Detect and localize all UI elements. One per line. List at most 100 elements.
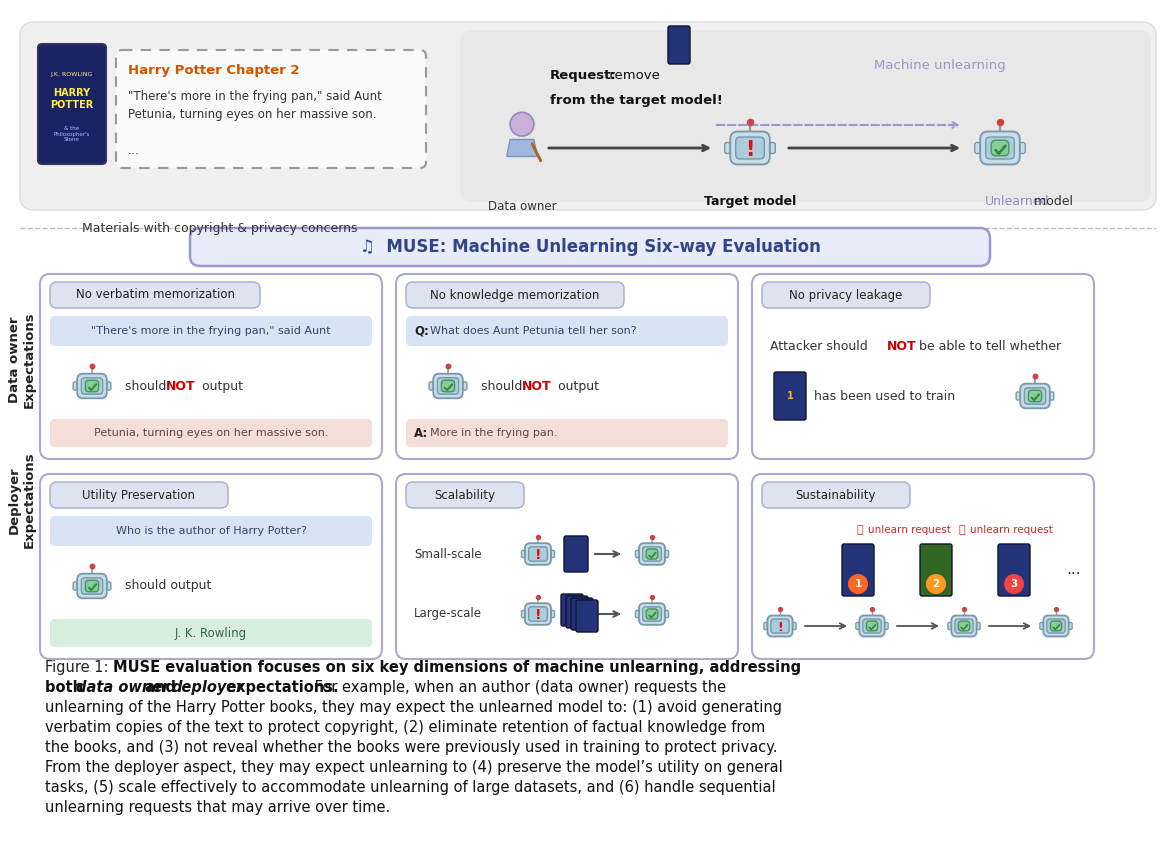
Polygon shape [507,139,537,156]
Text: From the deployer aspect, they may expect unlearning to (4) preserve the model’s: From the deployer aspect, they may expec… [45,760,783,775]
Text: data owner: data owner [76,680,169,695]
FancyBboxPatch shape [51,282,260,308]
FancyBboxPatch shape [51,316,372,346]
FancyBboxPatch shape [1043,615,1069,637]
FancyBboxPatch shape [51,419,372,447]
FancyBboxPatch shape [73,382,78,390]
Text: J.K. ROWLING: J.K. ROWLING [51,71,93,76]
FancyBboxPatch shape [406,316,728,346]
Text: ❗: ❗ [856,525,863,535]
Circle shape [848,574,868,594]
FancyBboxPatch shape [951,615,976,637]
Text: No privacy leakage: No privacy leakage [789,288,903,302]
Text: NOT: NOT [522,379,552,393]
FancyBboxPatch shape [107,582,111,590]
FancyBboxPatch shape [566,596,588,628]
Text: J. K. Rowling: J. K. Rowling [175,626,247,639]
FancyBboxPatch shape [396,274,739,459]
FancyBboxPatch shape [561,594,583,626]
Text: What does Aunt Petunia tell her son?: What does Aunt Petunia tell her son? [430,326,636,336]
FancyBboxPatch shape [1047,619,1065,633]
FancyBboxPatch shape [529,607,547,621]
Text: ❗: ❗ [958,525,965,535]
FancyBboxPatch shape [1020,143,1025,154]
Text: unlearning of the Harry Potter books, they may expect the unlearned model to: (1: unlearning of the Harry Potter books, th… [45,700,782,715]
FancyBboxPatch shape [529,547,547,561]
Text: ♫  MUSE: Machine Unlearning Six-way Evaluation: ♫ MUSE: Machine Unlearning Six-way Evalu… [360,238,821,256]
Text: be able to tell whether: be able to tell whether [915,339,1061,353]
FancyBboxPatch shape [191,228,990,266]
Text: the books, and (3) not reveal whether the books were previously used in training: the books, and (3) not reveal whether th… [45,740,777,755]
FancyBboxPatch shape [764,622,768,630]
Text: should output: should output [125,580,212,592]
FancyBboxPatch shape [576,600,599,632]
Text: Data owner
Expectations: Data owner Expectations [8,312,36,408]
FancyBboxPatch shape [774,372,806,420]
FancyBboxPatch shape [736,137,764,159]
FancyBboxPatch shape [86,581,99,592]
FancyBboxPatch shape [107,382,111,390]
FancyBboxPatch shape [730,132,770,165]
Text: from the target model!: from the target model! [550,94,723,106]
FancyBboxPatch shape [976,622,980,630]
Text: both: both [45,680,88,695]
Text: Petunia, turning eyes on her massive son.: Petunia, turning eyes on her massive son… [94,428,328,438]
Text: should: should [125,379,171,393]
Text: output: output [554,379,599,393]
FancyBboxPatch shape [524,604,552,625]
FancyBboxPatch shape [116,50,426,168]
Text: model: model [1030,195,1073,208]
Circle shape [510,112,534,136]
FancyBboxPatch shape [552,610,555,618]
FancyBboxPatch shape [863,619,881,633]
Text: Deployer
Expectations: Deployer Expectations [8,451,36,548]
Text: 2: 2 [933,579,940,589]
Text: unlearn request: unlearn request [868,525,951,535]
FancyBboxPatch shape [552,551,555,558]
FancyBboxPatch shape [437,377,459,394]
FancyBboxPatch shape [642,547,661,561]
FancyBboxPatch shape [635,551,639,558]
Text: Who is the author of Harry Potter?: Who is the author of Harry Potter? [115,526,307,536]
Text: 3: 3 [1010,579,1017,589]
FancyBboxPatch shape [51,516,372,546]
Text: Large-scale: Large-scale [414,608,482,620]
FancyBboxPatch shape [724,143,730,154]
FancyBboxPatch shape [20,22,1156,210]
Text: "There's more in the frying pan," said Aunt: "There's more in the frying pan," said A… [92,326,330,336]
FancyBboxPatch shape [1029,390,1042,402]
FancyBboxPatch shape [40,474,382,659]
FancyBboxPatch shape [73,582,78,590]
Text: 1: 1 [855,579,862,589]
FancyBboxPatch shape [955,619,973,633]
Text: Q:: Q: [414,325,429,337]
Text: Small-scale: Small-scale [414,547,482,560]
FancyBboxPatch shape [51,619,372,647]
FancyBboxPatch shape [1024,388,1045,405]
FancyBboxPatch shape [433,374,463,399]
FancyBboxPatch shape [429,382,433,390]
FancyBboxPatch shape [1069,622,1073,630]
FancyBboxPatch shape [981,132,1020,165]
Text: Harry Potter Chapter 2: Harry Potter Chapter 2 [128,64,300,76]
Text: & the
Philosopher's
Stone: & the Philosopher's Stone [54,126,91,142]
FancyBboxPatch shape [771,619,789,633]
Text: !: ! [746,140,755,160]
FancyBboxPatch shape [460,30,1151,202]
FancyBboxPatch shape [1021,383,1050,408]
Text: MUSE evaluation focuses on six key dimensions of machine unlearning, addressing: MUSE evaluation focuses on six key dimen… [113,660,801,675]
Text: output: output [198,379,243,393]
FancyBboxPatch shape [81,578,102,594]
Text: Target model: Target model [704,195,796,208]
FancyBboxPatch shape [1050,392,1054,400]
FancyBboxPatch shape [647,609,657,619]
FancyBboxPatch shape [751,274,1094,459]
Text: Machine unlearning: Machine unlearning [874,59,1005,71]
FancyBboxPatch shape [768,615,793,637]
FancyBboxPatch shape [958,621,969,631]
Text: Materials with copyright & privacy concerns: Materials with copyright & privacy conce… [82,222,358,235]
Text: has been used to train: has been used to train [814,389,955,403]
FancyBboxPatch shape [406,482,524,508]
Text: ...: ... [1067,563,1081,577]
FancyBboxPatch shape [639,543,664,564]
